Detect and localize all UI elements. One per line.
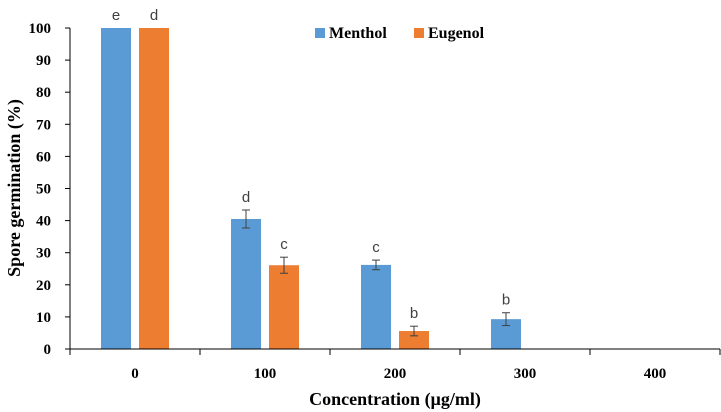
significance-letter: d (242, 189, 250, 206)
significance-letter: d (150, 7, 158, 24)
y-tick-label: 30 (36, 246, 51, 262)
significance-letter: c (372, 239, 380, 256)
bar-eugenol-100 (269, 265, 299, 349)
significance-letter: e (112, 7, 120, 24)
x-tick-label: 400 (644, 366, 667, 382)
y-tick-label: 90 (36, 53, 51, 69)
bar-menthol-100 (231, 218, 261, 349)
x-tick-label: 100 (254, 366, 277, 382)
bar-eugenol-0 (139, 28, 169, 349)
significance-letter: b (502, 292, 510, 309)
legend-swatch-menthol (315, 28, 325, 38)
legend-swatch-eugenol (414, 28, 424, 38)
x-tick-label: 0 (131, 366, 139, 382)
x-tick-label: 300 (514, 366, 537, 382)
y-tick-label: 20 (36, 278, 51, 294)
bar-menthol-0 (101, 28, 131, 349)
legend: Menthol Eugenol (315, 25, 485, 42)
y-tick-label: 100 (29, 21, 52, 37)
y-tick-label: 0 (44, 342, 52, 358)
bar-menthol-200 (361, 264, 391, 349)
y-axis-title: Spore germination (%) (4, 99, 25, 277)
y-tick-label: 50 (36, 182, 51, 198)
legend-label-eugenol: Eugenol (428, 25, 485, 42)
legend-label-menthol: Menthol (329, 25, 387, 42)
y-tick-label: 10 (36, 310, 51, 326)
y-tick-label: 70 (36, 117, 51, 133)
y-tick-label: 60 (36, 149, 51, 165)
significance-letter: c (280, 236, 288, 253)
x-tick-label: 200 (384, 366, 407, 382)
x-axis-title: Concentration (µg/ml) (309, 389, 481, 410)
significance-letter: b (410, 305, 418, 322)
y-tick-label: 40 (36, 214, 51, 230)
bar-eugenol-200 (399, 331, 429, 349)
y-tick-label: 80 (36, 85, 51, 101)
